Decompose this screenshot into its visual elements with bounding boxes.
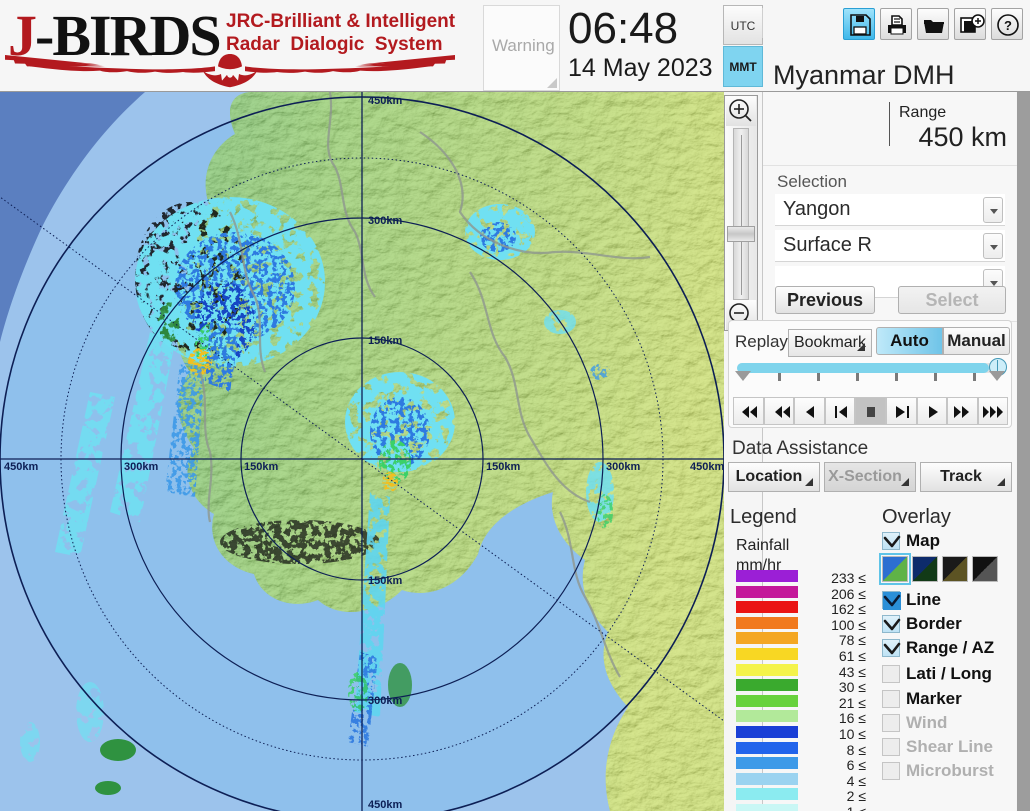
svg-text:150km: 150km [368, 575, 402, 587]
svg-text:300km: 300km [368, 215, 402, 227]
svg-text:300km: 300km [368, 695, 402, 707]
svg-text:300km: 300km [606, 461, 640, 473]
svg-text:300km: 300km [124, 461, 158, 473]
svg-text:150km: 150km [244, 461, 278, 473]
svg-text:150km: 150km [368, 335, 402, 347]
svg-text:450km: 450km [368, 95, 402, 107]
svg-text:?: ? [1004, 18, 1012, 33]
svg-text:450km: 450km [368, 799, 402, 811]
svg-text:450km: 450km [4, 461, 38, 473]
svg-text:450km: 450km [690, 461, 724, 473]
svg-text:150km: 150km [486, 461, 520, 473]
